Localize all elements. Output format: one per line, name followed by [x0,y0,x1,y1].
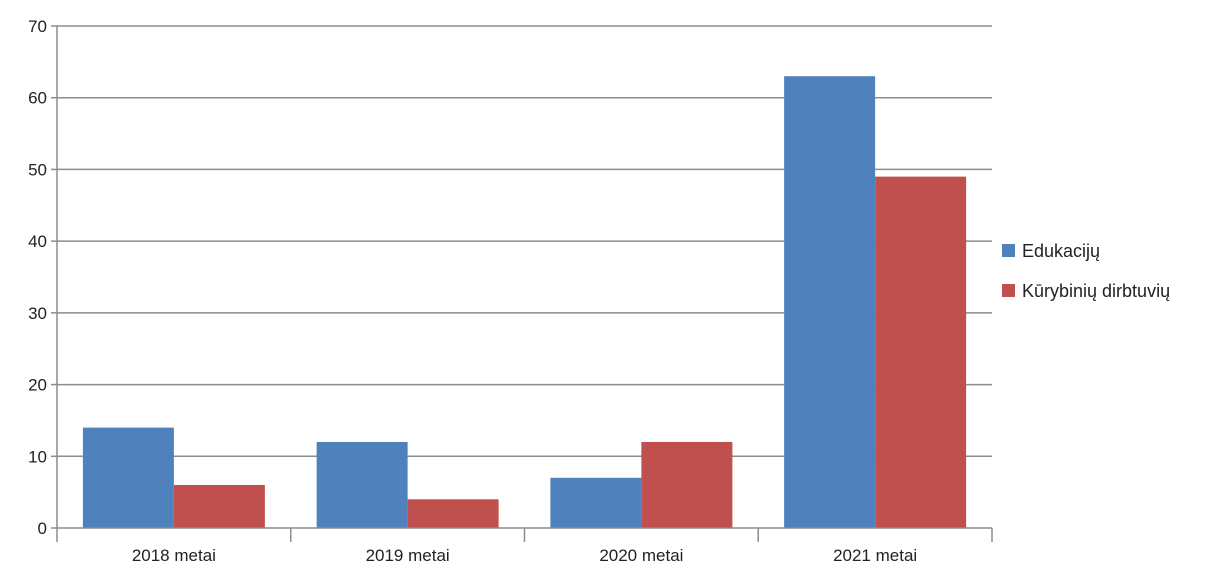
bar-edukaciju [82,427,174,528]
x-tick-label: 2021 metai [833,546,917,565]
y-tick-label: 30 [28,304,47,323]
x-tick-label: 2019 metai [366,546,450,565]
legend-swatch [1002,244,1015,257]
x-tick-label: 2018 metai [132,546,216,565]
bars [82,76,967,528]
y-tick-label: 50 [28,160,47,179]
y-tick-label: 40 [28,232,47,251]
legend-label: Kūrybinių dirbtuvių [1022,281,1170,301]
legend: Edukacijų Kūrybinių dirbtuvių [1002,241,1170,301]
x-tick-label: 2020 metai [599,546,683,565]
legend-label: Edukacijų [1022,241,1100,261]
legend-swatch [1002,284,1015,297]
gridlines [57,25,992,458]
y-tick-label: 60 [28,89,47,108]
y-tick-label: 70 [28,17,47,36]
bar-edukaciju [784,76,876,528]
bar-edukaciju [550,477,642,528]
y-tick-labels: 0 10 20 30 40 50 60 70 [28,17,47,538]
y-tick-label: 0 [38,519,47,538]
y-tick-label: 10 [28,447,47,466]
bar-kurybiniu-dirbtuviu [173,484,265,528]
bar-kurybiniu-dirbtuviu [641,441,733,528]
axes [51,25,993,542]
y-tick-label: 20 [28,376,47,395]
bar-edukaciju [316,441,408,528]
x-tick-labels: 2018 metai 2019 metai 2020 metai 2021 metai [132,546,917,565]
bar-kurybiniu-dirbtuviu [407,499,499,528]
bar-kurybiniu-dirbtuviu [875,176,967,528]
